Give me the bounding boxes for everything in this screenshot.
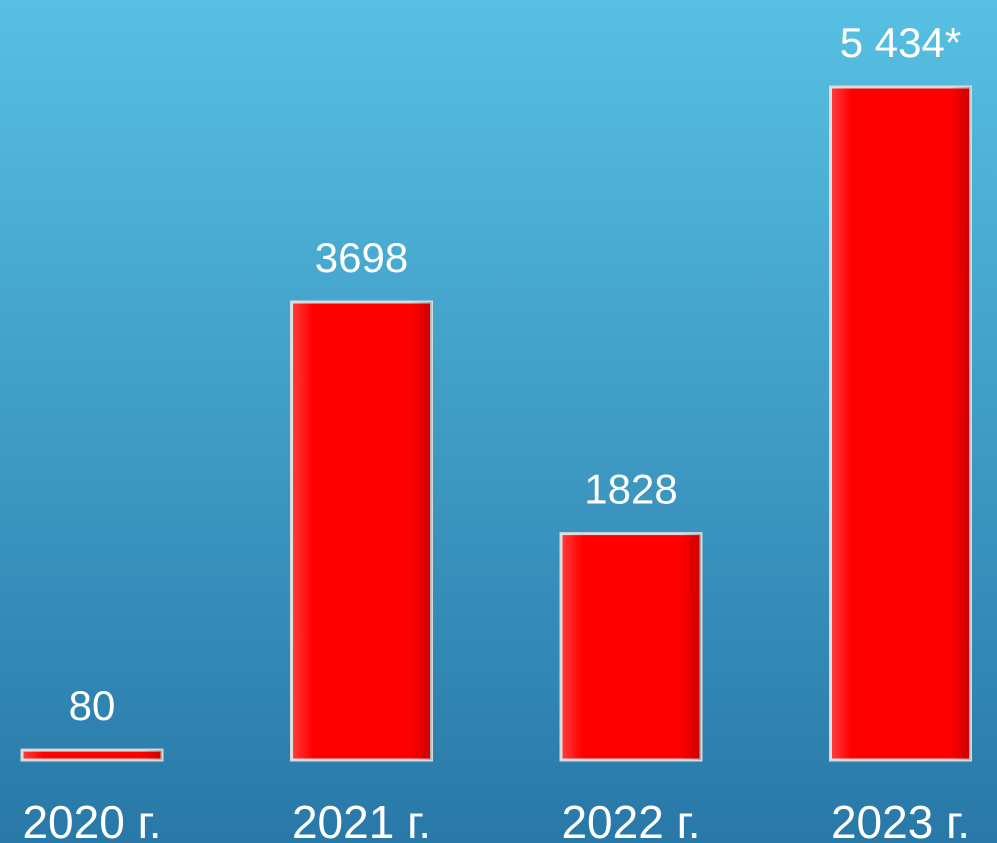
x-tick-label: 2022 г. (561, 796, 700, 843)
bar-shine (561, 533, 701, 760)
bar-shine (830, 87, 971, 760)
value-label: 1828 (584, 466, 677, 513)
x-tick-label: 2021 г. (292, 796, 431, 843)
value-label: 3698 (315, 234, 408, 281)
x-tick-label: 2023 г. (831, 796, 970, 843)
x-tick-label: 2020 г. (22, 796, 161, 843)
value-label: 80 (69, 682, 116, 729)
value-label: 5 434* (840, 19, 961, 66)
bar-shine (291, 302, 432, 760)
bar-shine (22, 750, 162, 760)
